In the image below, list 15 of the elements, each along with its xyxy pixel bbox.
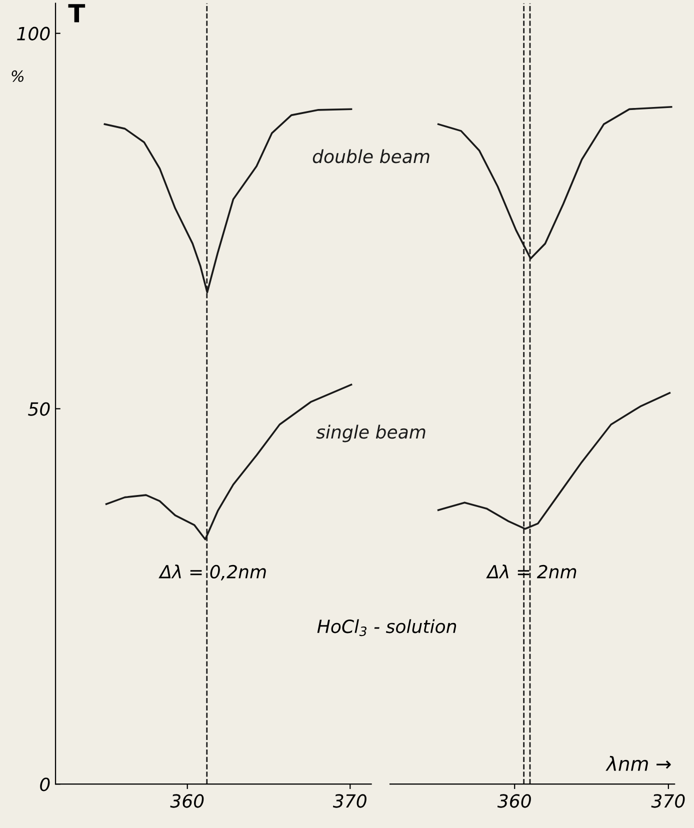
x-tick-label: 370: [651, 794, 685, 808]
y-tick-label: 100: [17, 26, 50, 40]
annotation: Δλ = 0,2nm: [158, 564, 266, 580]
text: %: [12, 70, 24, 82]
annotation: Δλ = 2nm: [486, 564, 576, 578]
annotation: HoCl$_{3}$ - solution: [317, 619, 456, 636]
text: double beam: [312, 149, 430, 164]
y-axis-title: T: [68, 4, 86, 22]
x-tick-label: 360: [497, 794, 531, 808]
x-axis-title: λnm →: [606, 756, 671, 771]
x-tick-label: 370: [332, 794, 366, 808]
series-label: single beam: [316, 424, 426, 442]
y-tick-label: 50: [28, 402, 50, 416]
x-tick-label: 360: [170, 794, 204, 808]
y-tick-label: 0: [40, 778, 50, 792]
